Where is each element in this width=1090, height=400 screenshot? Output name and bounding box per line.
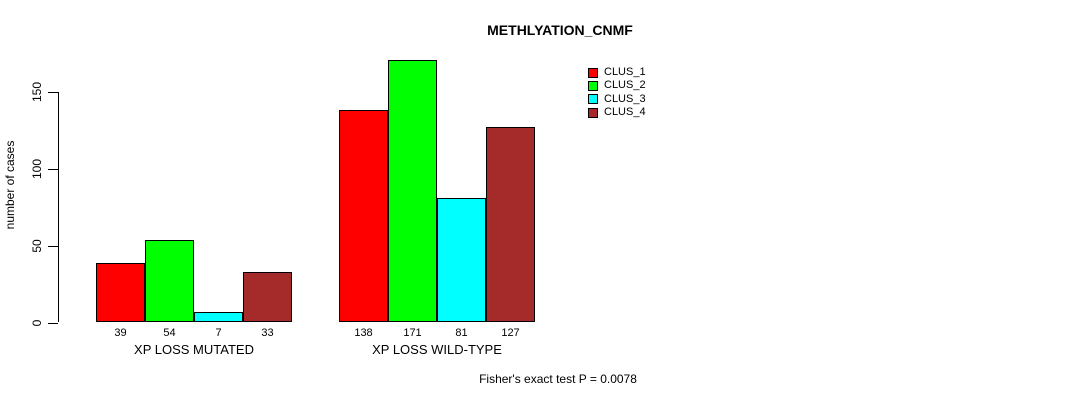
chart-title: METHLYATION_CNMF <box>487 22 633 38</box>
bar-clus_2-group1 <box>145 239 194 323</box>
bar-value-label: 127 <box>501 327 520 339</box>
bar-value-label: 81 <box>455 327 468 339</box>
legend-item-clus_2: CLUS_2 <box>588 79 646 92</box>
bar-value-label: 39 <box>114 327 127 339</box>
legend-label: CLUS_4 <box>604 106 646 119</box>
legend-item-clus_3: CLUS_3 <box>588 93 646 106</box>
bar-value-label: 171 <box>403 327 422 339</box>
bar-clus_4-group2 <box>486 127 535 323</box>
bar-clus_1-group1 <box>96 262 145 323</box>
y-tick-100 <box>48 168 58 170</box>
bar-value-label: 138 <box>354 327 373 339</box>
bar-value-label: 7 <box>215 327 222 339</box>
legend-label: CLUS_3 <box>604 92 646 105</box>
legend-label: CLUS_1 <box>604 66 646 79</box>
bar-clus_4-group1 <box>243 271 292 323</box>
legend-swatch-clus_3 <box>588 94 598 105</box>
group-label-2: XP LOSS WILD-TYPE <box>372 342 502 357</box>
y-tick-label-150: 150 <box>30 81 44 102</box>
y-tick-label-50: 50 <box>30 238 44 253</box>
legend: CLUS_1 CLUS_2 CLUS_3 CLUS_4 <box>588 66 646 119</box>
legend-swatch-clus_1 <box>588 67 598 78</box>
legend-swatch-clus_2 <box>588 80 598 91</box>
y-axis-line <box>58 91 59 323</box>
annotation-fishers-test: Fisher's exact test P = 0.0078 <box>479 372 637 386</box>
bar-value-label: 54 <box>163 327 176 339</box>
legend-item-clus_4: CLUS_4 <box>588 106 646 119</box>
y-tick-50 <box>48 245 58 247</box>
y-tick-150 <box>48 91 58 93</box>
bar-clus_2-group2 <box>388 59 437 323</box>
y-tick-label-100: 100 <box>30 158 44 179</box>
group-label-1: XP LOSS MUTATED <box>134 342 254 357</box>
legend-swatch-clus_4 <box>588 107 598 118</box>
y-tick-0 <box>48 322 58 324</box>
legend-label: CLUS_2 <box>604 79 646 92</box>
y-tick-label-0: 0 <box>30 319 44 326</box>
bar-clus_3-group1 <box>194 311 243 323</box>
y-axis-label: number of cases <box>3 140 17 230</box>
bar-clus_1-group2 <box>339 110 388 323</box>
bar-value-label: 33 <box>261 327 274 339</box>
bar-clus_3-group2 <box>437 198 486 323</box>
legend-item-clus_1: CLUS_1 <box>588 66 646 79</box>
